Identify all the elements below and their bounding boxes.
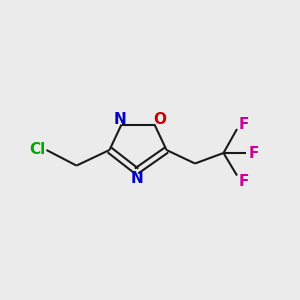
Text: Cl: Cl [29,142,45,158]
Text: F: F [249,146,260,160]
Text: F: F [238,117,249,132]
Text: N: N [130,171,143,186]
Text: F: F [238,174,249,189]
Text: N: N [114,112,126,127]
Text: O: O [153,112,167,127]
